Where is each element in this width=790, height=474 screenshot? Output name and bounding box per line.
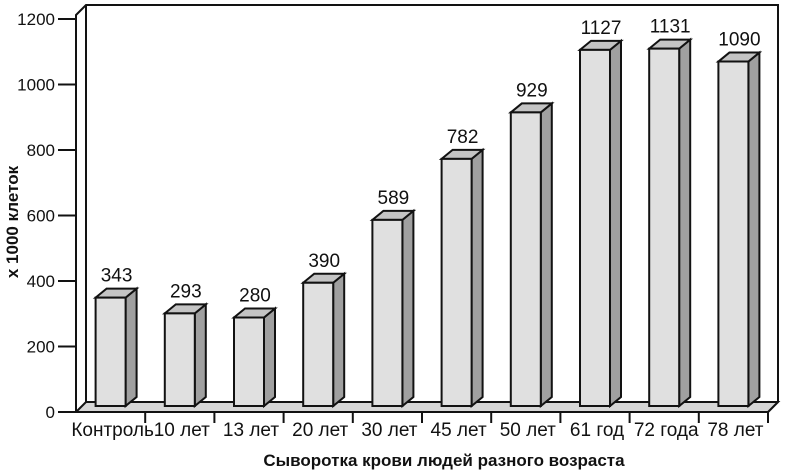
x-category-label: 45 лет — [431, 420, 487, 441]
x-category-label: 50 лет — [500, 420, 556, 441]
bar-side-face — [124, 286, 138, 409]
bar-front-face — [94, 296, 127, 407]
bar-value-label: 589 — [378, 188, 410, 209]
bar-front-face — [717, 60, 750, 407]
y-tick-label: 200 — [27, 338, 55, 357]
x-category-label: 10 лет — [154, 420, 210, 441]
y-tick-label: 1000 — [17, 76, 55, 95]
bar-front-face — [371, 218, 404, 407]
bar-side-face — [401, 208, 415, 409]
bar-value-label: 782 — [447, 127, 479, 148]
bar-front-face — [579, 48, 611, 407]
x-category-label: Контроль — [71, 420, 154, 441]
bar-value-label: 1131 — [650, 17, 691, 38]
x-axis-title: Сыворотка крови людей разного возраста — [263, 451, 625, 470]
y-tick-label: 400 — [27, 272, 55, 291]
y-tick-label: 600 — [27, 207, 55, 226]
bar-side-face — [193, 302, 207, 409]
bar-side-face — [332, 271, 346, 409]
x-category-label: 30 лет — [361, 420, 417, 441]
bar-side-face — [609, 38, 622, 409]
y-tick-label: 1200 — [17, 10, 55, 29]
bar-front-face — [233, 316, 265, 407]
x-category-label: 78 лет — [707, 420, 763, 441]
bar-value-label: 343 — [101, 266, 133, 287]
bar-side-face — [263, 306, 276, 409]
bar-value-label: 293 — [170, 281, 202, 302]
x-category-label: 61 год — [570, 420, 624, 441]
bar-value-label: 1127 — [581, 18, 622, 39]
bar-side-face — [678, 37, 692, 409]
bar-front-face — [509, 111, 542, 407]
bar-front-face — [648, 47, 681, 407]
bar-side-face — [470, 147, 484, 409]
bar-value-label: 280 — [239, 286, 271, 307]
bar-side-face — [539, 101, 553, 409]
y-axis-title: х 1000 клеток — [3, 165, 22, 278]
bar-front-face — [163, 312, 196, 407]
x-category-label: 13 лет — [223, 420, 279, 441]
y-tick-label: 0 — [46, 403, 55, 422]
y-tick-label: 800 — [27, 141, 55, 160]
bar-value-label: 929 — [516, 80, 548, 101]
bar-value-label: 390 — [308, 251, 340, 272]
x-category-label: 20 лет — [292, 420, 348, 441]
x-category-label: 72 года — [634, 420, 699, 441]
bar-value-label: 1090 — [718, 30, 760, 51]
bar-side-face — [747, 50, 761, 409]
bar-front-face — [440, 157, 473, 407]
bar-front-face — [302, 281, 335, 407]
